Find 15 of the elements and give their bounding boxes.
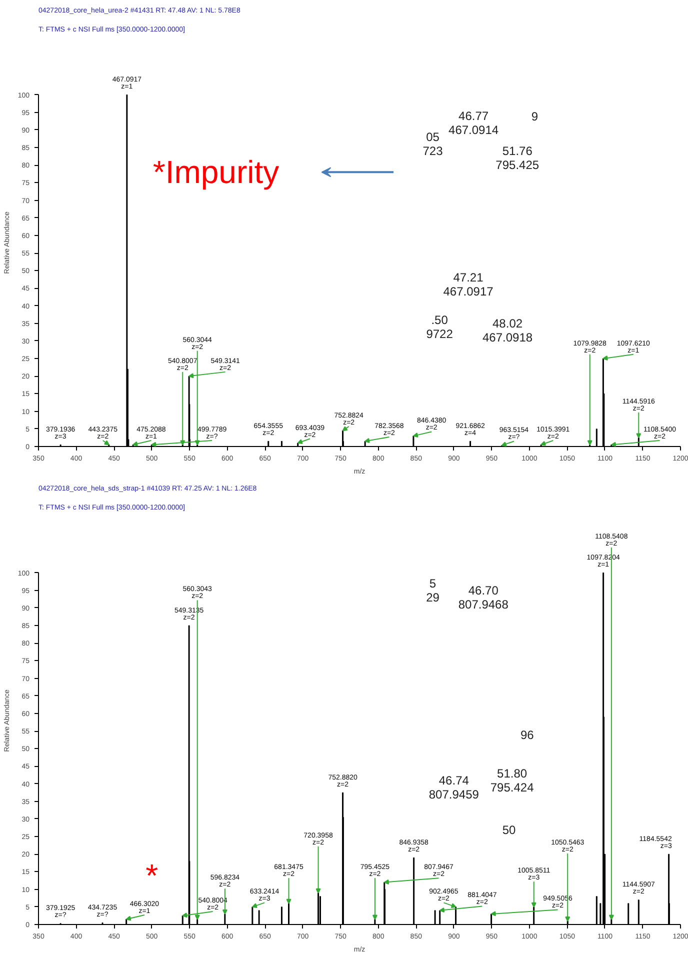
annotation: *Impurity bbox=[152, 154, 280, 190]
annotation: 46.77 467.0914 bbox=[448, 108, 499, 137]
annotation: 46.74 807.9459 bbox=[428, 773, 480, 802]
annotation: 47.21 467.0917 bbox=[443, 270, 494, 299]
annotation: 51.76 795.425 bbox=[496, 144, 540, 172]
annotation: .50 9722 bbox=[426, 312, 454, 341]
annotation: 96 bbox=[520, 728, 534, 742]
annotation: 05 723 bbox=[422, 130, 444, 158]
annotation: * bbox=[146, 857, 158, 894]
annotation: 9 bbox=[531, 109, 538, 124]
annotation: 51.80 795.424 bbox=[490, 766, 534, 794]
annotation: 50 bbox=[502, 823, 516, 838]
annotation: 5 29 bbox=[426, 576, 440, 604]
annotation: 48.02 467.0918 bbox=[482, 316, 533, 344]
annotation: 46.70 807.9468 bbox=[458, 583, 509, 612]
